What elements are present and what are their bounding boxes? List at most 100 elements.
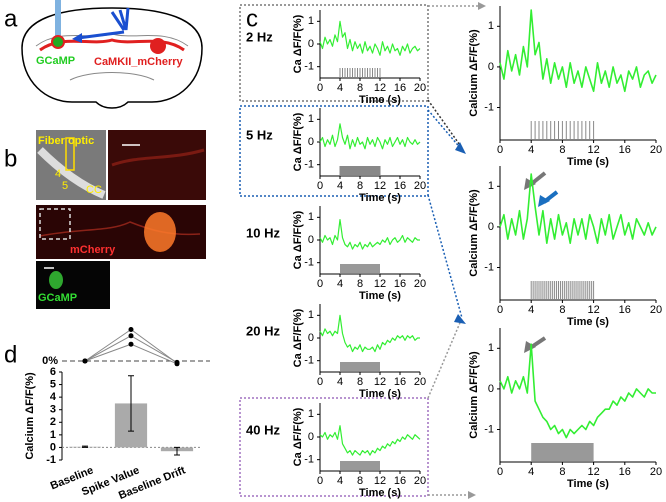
- y-tick-label: 1: [308, 408, 314, 420]
- x-tick-label: 16: [619, 466, 631, 478]
- frequency-label: 5 Hz: [246, 127, 273, 142]
- y-tick-label: -1: [304, 355, 314, 367]
- gcamp-label: GCaMP: [36, 55, 75, 67]
- gcamp-label: GCaMP: [38, 292, 77, 304]
- frequency-label: 10 Hz: [246, 225, 280, 240]
- y-tick-label: 0: [308, 431, 314, 443]
- cc-label: CC: [86, 184, 102, 196]
- x-tick-label: 8: [559, 304, 565, 316]
- panel-label: d: [4, 341, 17, 368]
- x-tick-label: 4: [528, 466, 534, 478]
- y-axis-label: Ca ΔF/F(%): [292, 210, 304, 269]
- stimulus: [530, 121, 595, 139]
- panel-label: c: [246, 5, 258, 32]
- y-axis-label: Ca ΔF/F(%): [292, 308, 304, 367]
- mcherry-label: mCherry: [70, 244, 116, 256]
- stimulus: [340, 461, 380, 470]
- x-tick-label: 16: [394, 376, 406, 388]
- line-chart: -1 0 1 0 4 8 12 16 20 Time (s) Calcium ΔF/F(%): [468, 166, 662, 328]
- y-axis-label: Calcium ΔF/F(%): [468, 351, 480, 439]
- stimulus: [340, 362, 380, 371]
- y-axis-label: Calcium ΔF/F(%): [468, 29, 480, 117]
- dot: [128, 333, 134, 339]
- annotation-arrow: [538, 195, 550, 207]
- x-tick-label: 16: [394, 82, 406, 94]
- mcherry-label: CaMKII_mCherry: [94, 56, 184, 68]
- x-tick-label: 8: [357, 278, 363, 290]
- y-tick-label: 1: [308, 211, 314, 223]
- x-tick-label: 12: [374, 376, 386, 388]
- x-tick-label: 20: [414, 475, 426, 487]
- y-tick-label: 6: [50, 366, 56, 378]
- y-axis-label: Ca ΔF/F(%): [292, 112, 304, 171]
- x-tick-label: 16: [394, 475, 406, 487]
- frequency-label: 20 Hz: [246, 323, 280, 338]
- x-axis-label: Time (s): [359, 388, 401, 400]
- x-tick-label: 8: [559, 144, 565, 156]
- x-axis-label: Time (s): [359, 94, 401, 106]
- x-tick-label: 4: [337, 278, 343, 290]
- x-tick-label: 20: [414, 82, 426, 94]
- arrow-head: [468, 491, 476, 499]
- x-tick-label: 20: [414, 278, 426, 290]
- dot: [174, 361, 180, 367]
- y-axis-label: Calcium ΔF/F(%): [24, 372, 36, 460]
- x-tick-label: 20: [414, 376, 426, 388]
- x-tick-label: 4: [337, 475, 343, 487]
- y-tick-label: 0: [308, 38, 314, 50]
- y-axis-label: Ca ΔF/F(%): [292, 407, 304, 466]
- y-tick-label: -1: [304, 454, 314, 466]
- y-tick-label: 1: [488, 20, 494, 32]
- stimulus: [531, 443, 594, 461]
- connector-arrows: [427, 5, 478, 496]
- frequency-label: 2 Hz: [246, 29, 273, 44]
- arrow-head: [455, 142, 466, 154]
- x-tick-label: 20: [650, 144, 662, 156]
- mcherry-image: [108, 130, 206, 200]
- x-tick-label: 12: [374, 180, 386, 192]
- fiber-label: Fiber optic: [38, 135, 94, 147]
- y-tick-label: -1: [304, 257, 314, 269]
- stimulus: [339, 166, 381, 175]
- x-tick-label: 20: [414, 180, 426, 192]
- error-bar: [128, 375, 134, 432]
- trace: [319, 20, 421, 56]
- x-tick-label: 16: [394, 180, 406, 192]
- trace: [319, 314, 420, 353]
- y-tick-label: -1: [46, 454, 56, 466]
- tissue: [111, 148, 205, 167]
- y-tick-label: -1: [304, 159, 314, 171]
- layer-label: 5: [62, 180, 68, 192]
- tissue: [37, 147, 106, 199]
- highlight-box: [239, 397, 429, 497]
- y-axis-label: Calcium ΔF/F(%): [468, 189, 480, 277]
- trace: [319, 219, 420, 250]
- y-tick-label: 4: [50, 391, 57, 403]
- dot: [82, 358, 88, 364]
- y-tick-label: 0: [488, 61, 494, 73]
- x-axis-label: Time (s): [567, 478, 609, 490]
- fiber-outline: [65, 137, 75, 171]
- x-tick-label: 0: [497, 304, 503, 316]
- x-axis-label: Time (s): [359, 487, 401, 499]
- dot: [128, 327, 134, 332]
- x-tick-label: 12: [374, 278, 386, 290]
- x-tick-label: 0: [317, 82, 323, 94]
- y-tick-label: 0: [308, 332, 314, 344]
- gcamp-image: [36, 261, 110, 309]
- x-tick-label: 16: [619, 304, 631, 316]
- x-tick-label: 12: [374, 475, 386, 487]
- x-tick-label: 20: [650, 466, 662, 478]
- brain-diagram: [21, 0, 203, 109]
- y-tick-label: -1: [304, 61, 314, 73]
- x-tick-label: 0: [497, 466, 503, 478]
- x-tick-label: 4: [337, 376, 343, 388]
- x-tick-label: 8: [559, 466, 565, 478]
- highlight-box: [239, 105, 429, 197]
- dot: [128, 341, 134, 347]
- y-tick-label: 1: [308, 113, 314, 125]
- y-tick-label: 1: [308, 309, 314, 321]
